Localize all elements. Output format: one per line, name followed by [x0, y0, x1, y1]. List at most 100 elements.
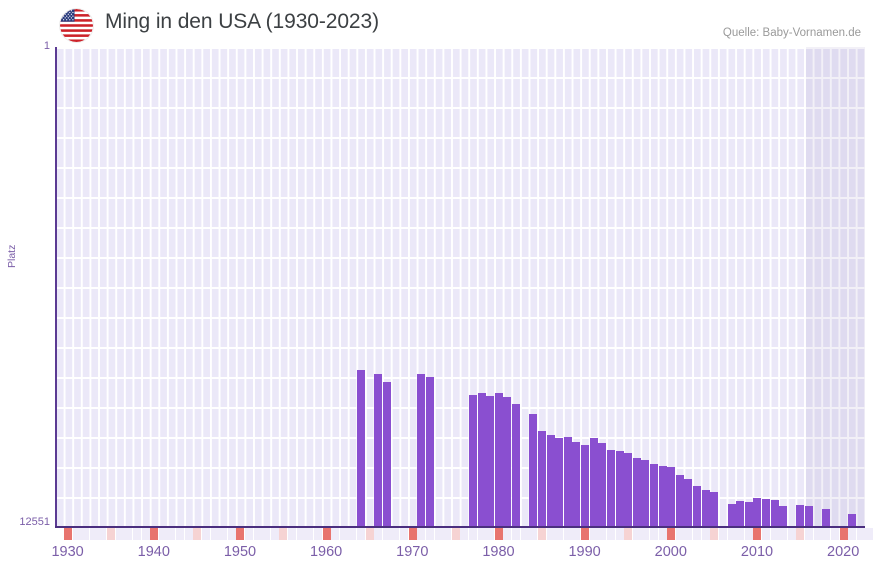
- bar-2015[interactable]: [796, 505, 805, 526]
- bar-2001[interactable]: [675, 475, 684, 526]
- x-tick-1999: [658, 528, 667, 540]
- x-tick-1954: [270, 528, 279, 540]
- bar-1997[interactable]: [641, 460, 650, 526]
- bar-1967[interactable]: [382, 382, 391, 526]
- bar-2004[interactable]: [701, 490, 710, 526]
- x-tick-1940: [150, 528, 159, 540]
- x-tick-1997: [641, 528, 650, 540]
- bar-2012[interactable]: [770, 500, 779, 526]
- bar-2002[interactable]: [684, 479, 693, 526]
- x-tick-1937: [124, 528, 133, 540]
- x-tick-1934: [98, 528, 107, 540]
- bar-1980[interactable]: [494, 393, 503, 526]
- bar-1984[interactable]: [529, 414, 538, 526]
- bar-1992[interactable]: [598, 443, 607, 526]
- x-tick-1931: [72, 528, 81, 540]
- x-tick-1943: [176, 528, 185, 540]
- x-tick-1971: [417, 528, 426, 540]
- bar-2000[interactable]: [667, 467, 676, 526]
- bar-1990[interactable]: [581, 445, 590, 526]
- x-tick-1951: [244, 528, 253, 540]
- bar-1991[interactable]: [589, 438, 598, 526]
- bar-1987[interactable]: [555, 438, 564, 526]
- x-tick-1996: [632, 528, 641, 540]
- bar-1993[interactable]: [606, 450, 615, 526]
- bar-1989[interactable]: [572, 442, 581, 526]
- x-axis-label-2000: 2000: [654, 544, 687, 560]
- x-tick-1947: [210, 528, 219, 540]
- x-tick-2008: [736, 528, 745, 540]
- x-tick-2021: [848, 528, 857, 540]
- x-tick-1992: [598, 528, 607, 540]
- bar-1996[interactable]: [632, 458, 641, 526]
- y-axis-line: [55, 47, 57, 526]
- x-tick-1959: [313, 528, 322, 540]
- bar-1982[interactable]: [512, 404, 521, 526]
- bar-1999[interactable]: [658, 466, 667, 526]
- bar-1966[interactable]: [374, 374, 383, 526]
- x-tick-1957: [296, 528, 305, 540]
- x-tick-2004: [701, 528, 710, 540]
- x-axis-line: [55, 526, 865, 528]
- bar-1978[interactable]: [477, 393, 486, 526]
- x-tick-2003: [693, 528, 702, 540]
- bar-1981[interactable]: [503, 397, 512, 526]
- x-tick-2018: [822, 528, 831, 540]
- x-tick-1949: [227, 528, 236, 540]
- bar-2007[interactable]: [727, 504, 736, 526]
- bar-2009[interactable]: [744, 502, 753, 526]
- x-tick-1932: [81, 528, 90, 540]
- x-axis-label-2020: 2020: [827, 544, 860, 560]
- x-axis-label-1930: 1930: [51, 544, 84, 560]
- x-tick-1948: [219, 528, 228, 540]
- x-tick-2011: [761, 528, 770, 540]
- x-tick-1995: [624, 528, 633, 540]
- bar-2013[interactable]: [779, 506, 788, 526]
- x-tick-1986: [546, 528, 555, 540]
- bar-1985[interactable]: [537, 431, 546, 526]
- bar-1977[interactable]: [469, 395, 478, 526]
- source-attribution: Quelle: Baby-Vornamen.de: [722, 27, 861, 39]
- x-tick-2022: [856, 528, 865, 540]
- x-tick-1965: [365, 528, 374, 540]
- bar-2005[interactable]: [710, 492, 719, 526]
- x-tick-2015: [796, 528, 805, 540]
- bar-2010[interactable]: [753, 498, 762, 526]
- chart-header: Ming in den USA (1930-2023) Quelle: Baby…: [0, 0, 873, 47]
- x-tick-2013: [779, 528, 788, 540]
- bar-1988[interactable]: [563, 437, 572, 526]
- bar-1995[interactable]: [624, 453, 633, 526]
- x-tick-1966: [374, 528, 383, 540]
- bar-2011[interactable]: [761, 499, 770, 526]
- x-tick-2017: [813, 528, 822, 540]
- x-tick-1952: [253, 528, 262, 540]
- us-flag-icon: [60, 9, 93, 42]
- x-tick-1976: [460, 528, 469, 540]
- bar-1994[interactable]: [615, 451, 624, 526]
- bar-1972[interactable]: [425, 377, 434, 526]
- x-tick-2005: [710, 528, 719, 540]
- y-axis-title: Platz: [6, 244, 18, 268]
- x-tick-1945: [193, 528, 202, 540]
- x-tick-1942: [167, 528, 176, 540]
- bar-1986[interactable]: [546, 435, 555, 526]
- x-tick-1941: [158, 528, 167, 540]
- bar-1979[interactable]: [486, 396, 495, 526]
- x-tick-2016: [805, 528, 814, 540]
- x-tick-1960: [322, 528, 331, 540]
- bar-2016[interactable]: [805, 506, 814, 526]
- y-axis-tick-top: 1: [43, 40, 50, 52]
- x-axis-tick-band: [55, 528, 873, 540]
- bar-1964[interactable]: [356, 370, 365, 526]
- x-tick-1955: [279, 528, 288, 540]
- bar-2008[interactable]: [736, 501, 745, 526]
- bar-1998[interactable]: [649, 464, 658, 526]
- x-tick-2007: [727, 528, 736, 540]
- x-axis-label-1990: 1990: [568, 544, 601, 560]
- x-tick-1939: [141, 528, 150, 540]
- bar-1971[interactable]: [417, 374, 426, 526]
- bar-2003[interactable]: [693, 486, 702, 526]
- bar-2021[interactable]: [848, 514, 857, 526]
- bar-2018[interactable]: [822, 509, 831, 526]
- x-tick-2023: [865, 528, 873, 540]
